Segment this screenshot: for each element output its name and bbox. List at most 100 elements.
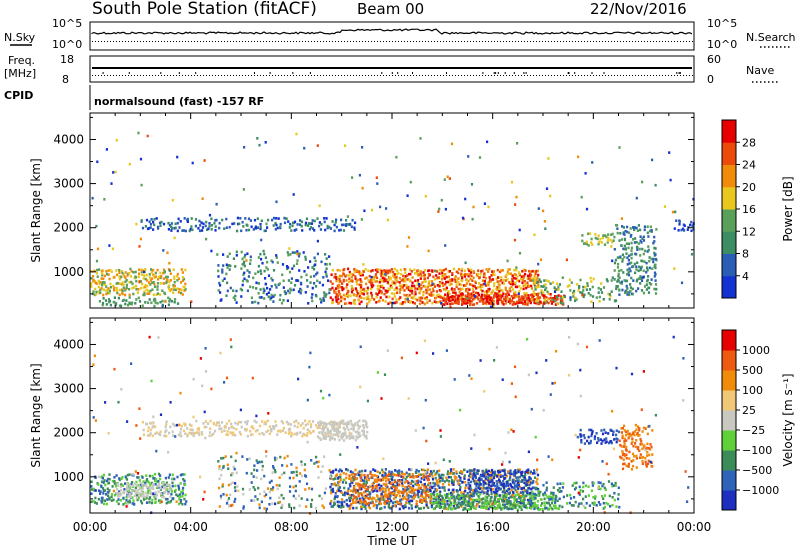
data-cell (338, 421, 341, 425)
data-cell (289, 287, 292, 291)
data-cell (101, 303, 104, 307)
data-cell (476, 274, 479, 278)
data-cell (201, 433, 204, 436)
data-cell (120, 283, 124, 286)
data-cell (458, 501, 461, 505)
data-cell (274, 228, 277, 231)
data-cell (217, 421, 220, 424)
data-cell (495, 287, 498, 291)
data-cell (314, 285, 318, 288)
data-cell (139, 280, 142, 283)
data-cell (376, 268, 379, 271)
data-cell (479, 285, 482, 289)
data-cell (587, 232, 590, 236)
nsearch-dot (461, 41, 462, 42)
data-cell (521, 504, 524, 508)
data-cell (447, 475, 450, 479)
data-cell (543, 507, 547, 510)
data-cell (486, 492, 489, 495)
data-cell (300, 224, 303, 228)
data-cell (532, 290, 535, 293)
data-cell (365, 477, 368, 481)
data-cell (217, 264, 220, 267)
nave-dot (494, 75, 495, 76)
data-cell (463, 501, 466, 505)
data-cell (156, 302, 159, 305)
nave-dot (323, 75, 324, 76)
data-cell (383, 493, 386, 497)
data-cell (463, 506, 466, 510)
data-cell (630, 249, 633, 252)
data-cell (518, 251, 522, 255)
data-cell (403, 284, 406, 287)
data-cell (145, 422, 148, 426)
data-cell (366, 425, 369, 429)
data-cell (225, 217, 228, 221)
data-cell (600, 241, 603, 244)
data-cell (502, 297, 506, 301)
data-cell (265, 266, 268, 269)
data-cell (638, 247, 641, 251)
nave-dot (299, 75, 300, 76)
data-cell (535, 285, 538, 289)
data-cell (464, 503, 467, 507)
nsearch-dot (659, 41, 660, 42)
data-cell (300, 275, 303, 279)
nsearch-dot (275, 41, 276, 42)
nave-dot (449, 75, 450, 76)
data-cell (370, 488, 373, 492)
data-cell (485, 482, 488, 486)
data-cell (241, 257, 244, 261)
data-cell (113, 480, 116, 483)
data-cell (461, 267, 464, 271)
data-cell (132, 271, 135, 274)
data-cell (422, 473, 425, 476)
data-cell (92, 290, 95, 293)
data-cell (532, 472, 535, 475)
data-cell (648, 266, 651, 270)
data-cell (253, 419, 256, 423)
data-cell (479, 491, 482, 495)
data-cell (480, 478, 483, 481)
nave-dot (530, 75, 531, 76)
data-cell (259, 288, 262, 291)
data-cell (331, 298, 334, 302)
data-cell (295, 228, 298, 231)
data-cell (115, 273, 119, 277)
data-cell (424, 280, 427, 283)
data-cell (164, 490, 167, 494)
data-cell (653, 251, 656, 255)
data-cell (322, 437, 325, 440)
nave-dot (611, 75, 612, 76)
data-cell (362, 297, 365, 300)
data-cell (484, 295, 487, 298)
data-cell (270, 293, 273, 297)
data-cell (244, 253, 247, 257)
data-cell (358, 488, 361, 491)
data-cell (205, 220, 208, 224)
data-cell (451, 478, 454, 482)
data-cell (496, 494, 499, 498)
data-cell (607, 236, 610, 240)
data-cell (301, 434, 304, 438)
data-cell (342, 493, 345, 496)
data-cell (408, 502, 411, 505)
data-cell (181, 473, 184, 476)
data-cell (446, 175, 449, 179)
data-cell (569, 289, 572, 292)
nsearch-dot (401, 41, 402, 42)
data-cell (494, 502, 497, 505)
nave-dot (167, 75, 168, 76)
data-cell (129, 275, 133, 278)
data-cell (362, 432, 365, 435)
data-cell (490, 506, 493, 509)
data-cell (428, 288, 431, 291)
data-cell (633, 262, 636, 266)
data-cell (154, 500, 157, 504)
data-cell (128, 473, 131, 476)
data-cell (550, 506, 553, 509)
data-cell (148, 227, 151, 230)
data-cell (254, 429, 257, 433)
data-cell (118, 478, 121, 482)
nsearch-dot (374, 41, 375, 42)
